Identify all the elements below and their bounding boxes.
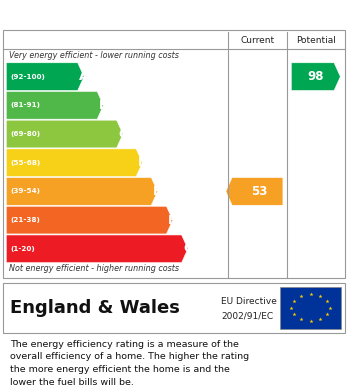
Text: Energy Efficiency Rating: Energy Efficiency Rating (9, 7, 219, 22)
Polygon shape (6, 206, 173, 234)
Text: E: E (153, 185, 161, 198)
Bar (280, 287, 341, 328)
Polygon shape (6, 149, 142, 177)
Text: (1-20): (1-20) (10, 246, 35, 252)
Text: 53: 53 (251, 185, 268, 198)
Text: The energy efficiency rating is a measure of the
overall efficiency of a home. T: The energy efficiency rating is a measur… (10, 339, 250, 387)
Text: A: A (79, 70, 89, 83)
Text: F: F (168, 213, 177, 227)
Text: (39-54): (39-54) (10, 188, 40, 194)
Text: (21-38): (21-38) (10, 217, 40, 223)
Text: G: G (183, 242, 193, 255)
Text: (92-100): (92-100) (10, 74, 45, 80)
Polygon shape (226, 178, 283, 205)
Polygon shape (6, 178, 158, 205)
Text: EU Directive: EU Directive (221, 297, 277, 306)
Text: (81-91): (81-91) (10, 102, 40, 108)
Text: Potential: Potential (296, 36, 336, 45)
Text: Not energy efficient - higher running costs: Not energy efficient - higher running co… (9, 264, 179, 273)
Text: Current: Current (240, 36, 275, 45)
Polygon shape (6, 63, 84, 90)
Text: B: B (99, 99, 109, 112)
Polygon shape (6, 91, 103, 119)
Text: C: C (118, 127, 127, 140)
Polygon shape (291, 63, 340, 90)
Text: England & Wales: England & Wales (10, 299, 180, 317)
Polygon shape (6, 235, 188, 263)
Text: D: D (138, 156, 148, 169)
Text: 2002/91/EC: 2002/91/EC (221, 311, 273, 321)
Text: (69-80): (69-80) (10, 131, 41, 137)
Text: 98: 98 (308, 70, 324, 83)
Polygon shape (6, 120, 123, 148)
Text: Very energy efficient - lower running costs: Very energy efficient - lower running co… (9, 51, 179, 60)
Text: (55-68): (55-68) (10, 160, 41, 166)
